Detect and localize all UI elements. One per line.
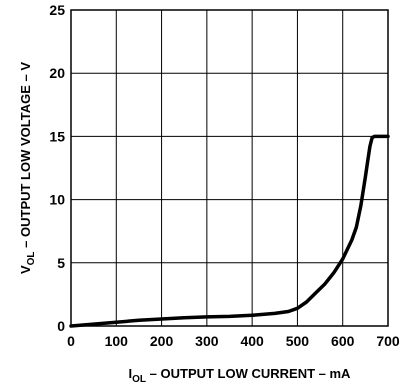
x-tick-label-100: 100 (105, 333, 129, 349)
y-tick-label-5: 5 (57, 255, 65, 271)
x-tick-label-600: 600 (331, 333, 355, 349)
grid (70, 9, 389, 327)
y-tick-label-25: 25 (49, 2, 65, 18)
y-tick-label-0: 0 (57, 318, 65, 334)
x-tick-label-700: 700 (376, 333, 400, 349)
y-axis-title: VOL – OUTPUT LOW VOLTAGE – V (18, 62, 37, 274)
series-group (69, 134, 390, 328)
series-line-0 (69, 134, 390, 328)
x-axis-title-rest: – OUTPUT LOW CURRENT – mA (146, 366, 351, 381)
y-axis-title-main: V (18, 265, 33, 274)
y-tick-label-10: 10 (49, 192, 65, 208)
x-tick-label-500: 500 (286, 333, 310, 349)
x-tick-label-200: 200 (150, 333, 174, 349)
y-tick-label-15: 15 (49, 128, 65, 144)
plot-frame (70, 9, 389, 327)
x-axis-title-sub: OL (132, 374, 146, 385)
x-axis-title-main: I (129, 366, 133, 381)
y-axis-title-rest: – OUTPUT LOW VOLTAGE – V (18, 62, 33, 252)
x-axis-title: IOL – OUTPUT LOW CURRENT – mA (129, 366, 352, 385)
x-tick-labels: 0 100 200 300 400 500 600 700 (67, 333, 400, 349)
y-tick-labels: 0 5 10 15 20 25 (49, 2, 65, 334)
x-tick-label-0: 0 (67, 333, 75, 349)
y-axis-title-sub: OL (26, 251, 37, 265)
x-tick-label-400: 400 (240, 333, 264, 349)
y-tick-label-20: 20 (49, 65, 65, 81)
x-tick-label-300: 300 (195, 333, 219, 349)
